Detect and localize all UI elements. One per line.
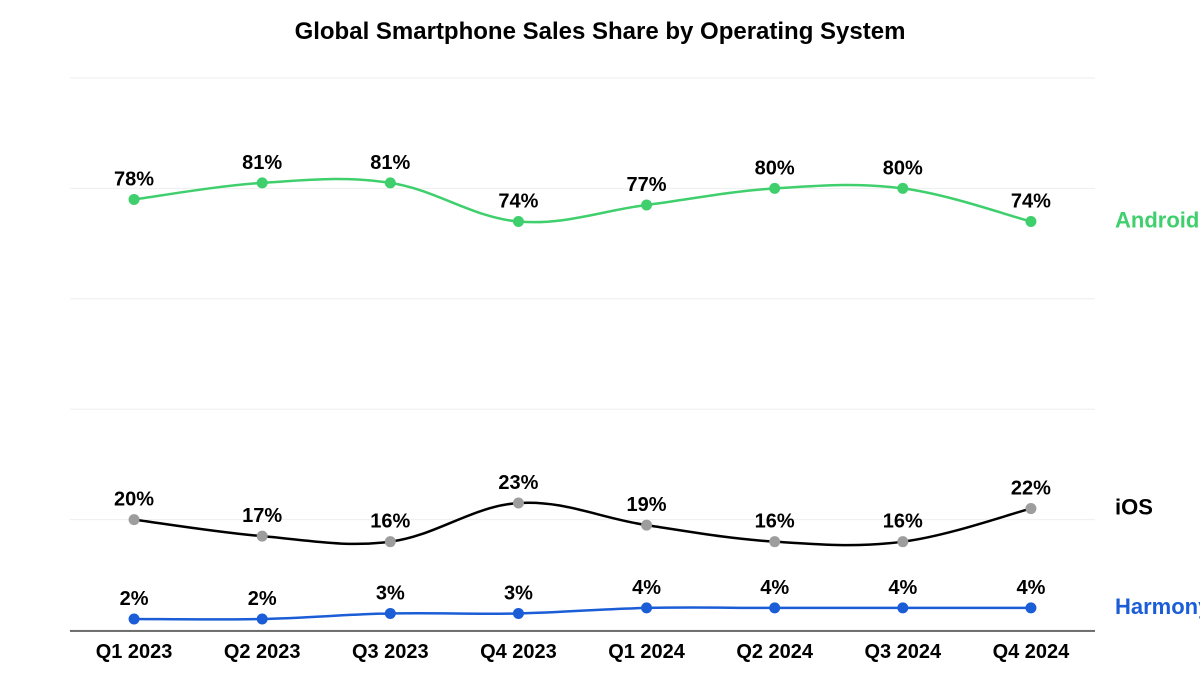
series-label-harmony: Harmony (1115, 594, 1200, 619)
series-marker-ios (642, 520, 652, 530)
data-label-android: 74% (498, 191, 538, 213)
data-label-android: 81% (242, 152, 282, 174)
series-marker-ios (257, 531, 267, 541)
series-marker-ios (129, 515, 139, 525)
x-tick-label: Q1 2024 (608, 641, 686, 663)
x-tick-label: Q2 2024 (736, 641, 814, 663)
data-label-android: 77% (627, 174, 667, 196)
x-tick-label: Q3 2024 (864, 641, 942, 663)
data-label-harmony: 4% (1016, 577, 1045, 599)
data-label-ios: 19% (627, 494, 667, 516)
series-marker-harmony (513, 608, 523, 618)
data-label-ios: 23% (498, 472, 538, 494)
series-marker-ios (1026, 504, 1036, 514)
data-label-ios: 16% (755, 511, 795, 533)
series-marker-harmony (1026, 603, 1036, 613)
series-marker-harmony (129, 614, 139, 624)
data-label-harmony: 4% (760, 577, 789, 599)
series-marker-harmony (898, 603, 908, 613)
series-marker-ios (513, 498, 523, 508)
data-label-ios: 17% (242, 505, 282, 527)
data-label-ios: 22% (1011, 478, 1051, 500)
data-label-android: 81% (370, 152, 410, 174)
series-marker-ios (385, 537, 395, 547)
series-marker-ios (898, 537, 908, 547)
series-marker-ios (770, 537, 780, 547)
series-marker-harmony (257, 614, 267, 624)
data-label-android: 80% (883, 157, 923, 179)
series-label-ios: iOS (1115, 495, 1153, 520)
chart-svg: Q1 2023 Q2 2023 Q3 2023 Q4 2023 Q1 2024 Q2 20… (0, 0, 1200, 699)
series-marker-android (642, 200, 652, 210)
data-label-harmony: 2% (120, 588, 149, 610)
series-marker-android (1026, 217, 1036, 227)
series-marker-harmony (385, 608, 395, 618)
series-marker-android (513, 217, 523, 227)
x-tick-label: Q3 2023 (352, 641, 429, 663)
data-label-android: 80% (755, 157, 795, 179)
data-label-android: 74% (1011, 191, 1051, 213)
series-marker-android (129, 194, 139, 204)
data-label-harmony: 2% (248, 588, 277, 610)
chart-container: Global Smartphone Sales Share by Operati… (0, 0, 1200, 699)
x-tick-label: Q1 2023 (96, 641, 173, 663)
series-line-android (134, 179, 1031, 222)
series-marker-harmony (770, 603, 780, 613)
x-tick-label: Q2 2023 (224, 641, 301, 663)
data-label-android: 78% (114, 168, 154, 190)
data-label-harmony: 3% (376, 582, 405, 604)
data-label-ios: 16% (370, 511, 410, 533)
data-label-harmony: 4% (632, 577, 661, 599)
x-tick-label: Q4 2023 (480, 641, 557, 663)
series-marker-android (385, 178, 395, 188)
series-marker-harmony (642, 603, 652, 613)
series-marker-android (770, 183, 780, 193)
series-label-android: Android (1115, 208, 1199, 233)
data-label-ios: 16% (883, 511, 923, 533)
data-label-ios: 20% (114, 489, 154, 511)
data-label-harmony: 4% (888, 577, 917, 599)
x-tick-label: Q4 2024 (993, 641, 1071, 663)
data-label-harmony: 3% (504, 582, 533, 604)
series-marker-android (257, 178, 267, 188)
series-marker-android (898, 183, 908, 193)
